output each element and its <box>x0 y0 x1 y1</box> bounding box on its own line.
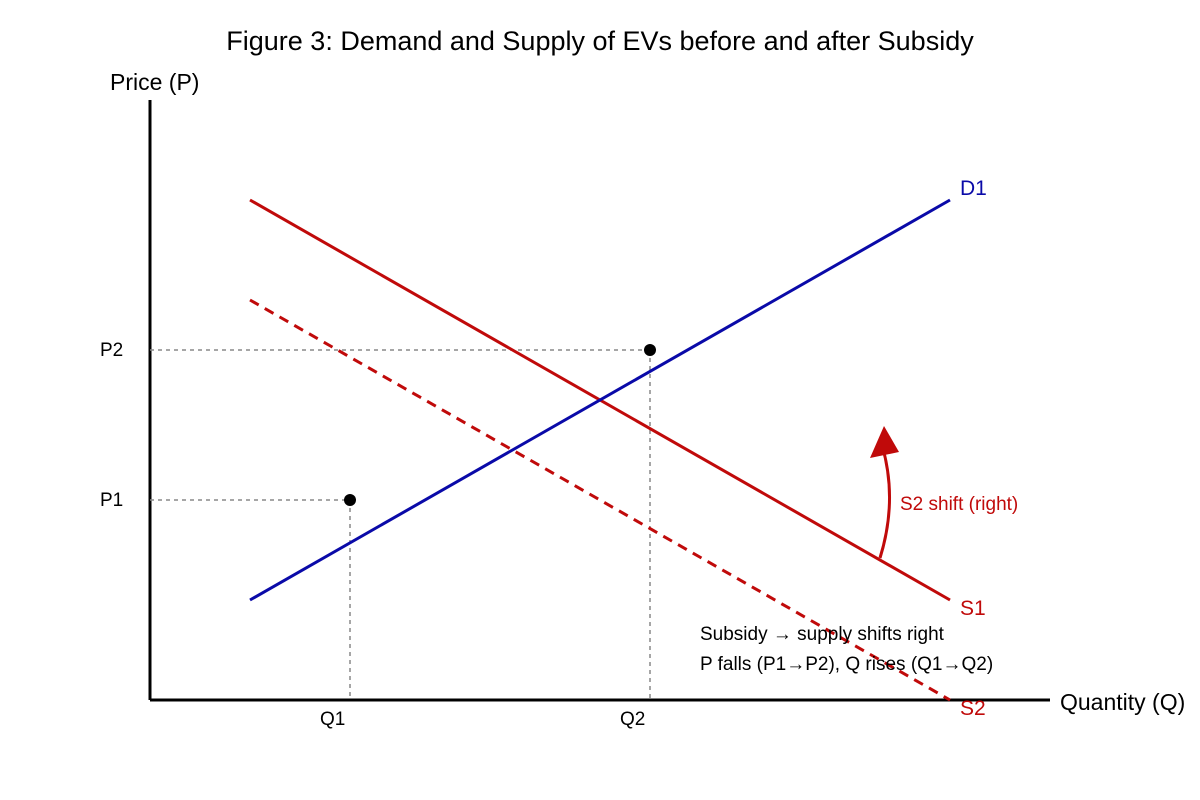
q1-label: Q1 <box>320 709 345 730</box>
p1-label: P1 <box>100 490 123 511</box>
note-line-2: P falls (P1→P2), Q rises (Q1→Q2) <box>700 654 993 675</box>
shift-arrowhead-icon <box>870 426 899 458</box>
shift-label: S2 shift (right) <box>900 494 1018 515</box>
shift-arrow <box>878 444 892 559</box>
q2-label: Q2 <box>620 709 645 730</box>
equilibrium-point-2 <box>644 344 656 356</box>
equilibrium-point-1 <box>344 494 356 506</box>
p2-label: P2 <box>100 340 123 361</box>
y-axis-label: Price (P) <box>110 69 199 95</box>
s2-curve <box>249 298 951 702</box>
s2-label: S2 <box>960 697 986 720</box>
note-line-1: Subsidy → supply shifts right <box>700 624 945 645</box>
d1-curve <box>249 198 951 602</box>
d1-label: D1 <box>960 177 987 200</box>
figure-title: Figure 3: Demand and Supply of EVs befor… <box>226 26 974 56</box>
s1-label: S1 <box>960 597 986 620</box>
x-axis-label: Quantity (Q) <box>1060 689 1185 715</box>
